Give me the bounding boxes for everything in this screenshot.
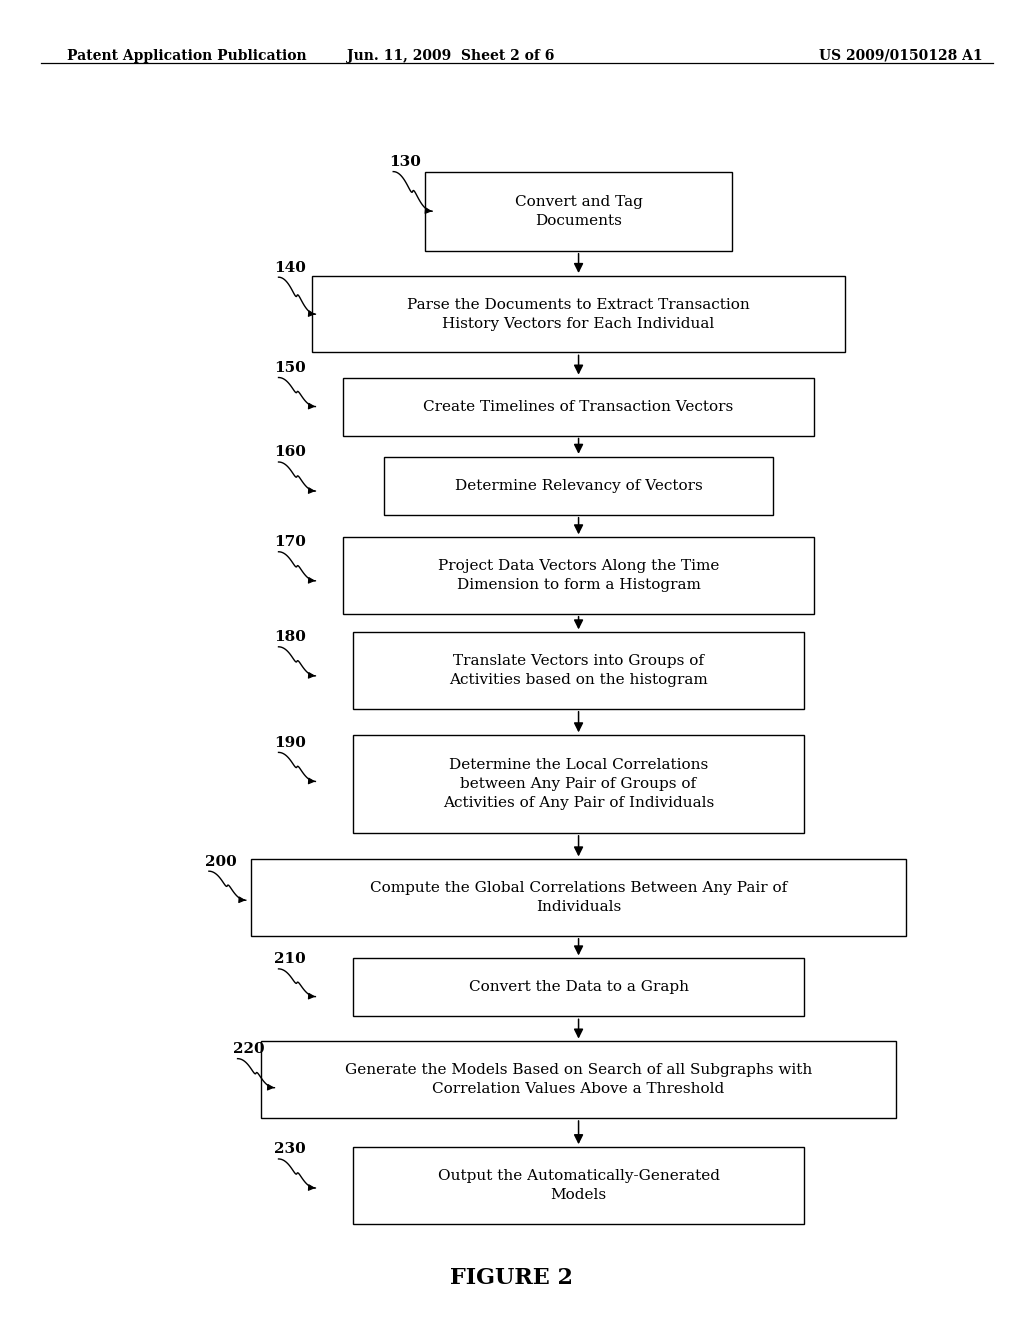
Text: Project Data Vectors Along the Time
Dimension to form a Histogram: Project Data Vectors Along the Time Dime… bbox=[438, 560, 719, 591]
Text: Output the Automatically-Generated
Models: Output the Automatically-Generated Model… bbox=[437, 1170, 720, 1201]
Text: 190: 190 bbox=[274, 735, 306, 750]
Text: Translate Vectors into Groups of
Activities based on the histogram: Translate Vectors into Groups of Activit… bbox=[450, 655, 708, 686]
Text: US 2009/0150128 A1: US 2009/0150128 A1 bbox=[819, 49, 983, 63]
Text: 150: 150 bbox=[274, 360, 306, 375]
Text: Compute the Global Correlations Between Any Pair of
Individuals: Compute the Global Correlations Between … bbox=[370, 882, 787, 913]
Text: 200: 200 bbox=[205, 854, 237, 869]
Text: FIGURE 2: FIGURE 2 bbox=[451, 1267, 573, 1288]
Text: Jun. 11, 2009  Sheet 2 of 6: Jun. 11, 2009 Sheet 2 of 6 bbox=[347, 49, 554, 63]
Text: 160: 160 bbox=[274, 445, 306, 459]
Text: 210: 210 bbox=[274, 952, 306, 966]
FancyBboxPatch shape bbox=[251, 859, 906, 936]
FancyBboxPatch shape bbox=[343, 378, 814, 436]
FancyBboxPatch shape bbox=[425, 172, 732, 251]
Text: 140: 140 bbox=[274, 260, 306, 275]
FancyBboxPatch shape bbox=[353, 735, 804, 833]
Text: 170: 170 bbox=[274, 535, 306, 549]
Text: Generate the Models Based on Search of all Subgraphs with
Correlation Values Abo: Generate the Models Based on Search of a… bbox=[345, 1064, 812, 1096]
Text: Determine the Local Correlations
between Any Pair of Groups of
Activities of Any: Determine the Local Correlations between… bbox=[443, 758, 714, 810]
FancyBboxPatch shape bbox=[353, 1147, 804, 1224]
FancyBboxPatch shape bbox=[384, 457, 773, 515]
Text: Convert the Data to a Graph: Convert the Data to a Graph bbox=[469, 981, 688, 994]
FancyBboxPatch shape bbox=[261, 1041, 896, 1118]
Text: Patent Application Publication: Patent Application Publication bbox=[67, 49, 306, 63]
Text: 220: 220 bbox=[233, 1041, 265, 1056]
Text: 130: 130 bbox=[389, 154, 421, 169]
Text: Create Timelines of Transaction Vectors: Create Timelines of Transaction Vectors bbox=[424, 400, 733, 413]
FancyBboxPatch shape bbox=[312, 276, 845, 352]
Text: 180: 180 bbox=[274, 630, 306, 644]
FancyBboxPatch shape bbox=[353, 958, 804, 1016]
Text: Convert and Tag
Documents: Convert and Tag Documents bbox=[515, 195, 642, 227]
Text: 230: 230 bbox=[274, 1142, 306, 1156]
FancyBboxPatch shape bbox=[353, 632, 804, 709]
Text: Determine Relevancy of Vectors: Determine Relevancy of Vectors bbox=[455, 479, 702, 492]
FancyBboxPatch shape bbox=[343, 537, 814, 614]
Text: Parse the Documents to Extract Transaction
History Vectors for Each Individual: Parse the Documents to Extract Transacti… bbox=[408, 298, 750, 330]
